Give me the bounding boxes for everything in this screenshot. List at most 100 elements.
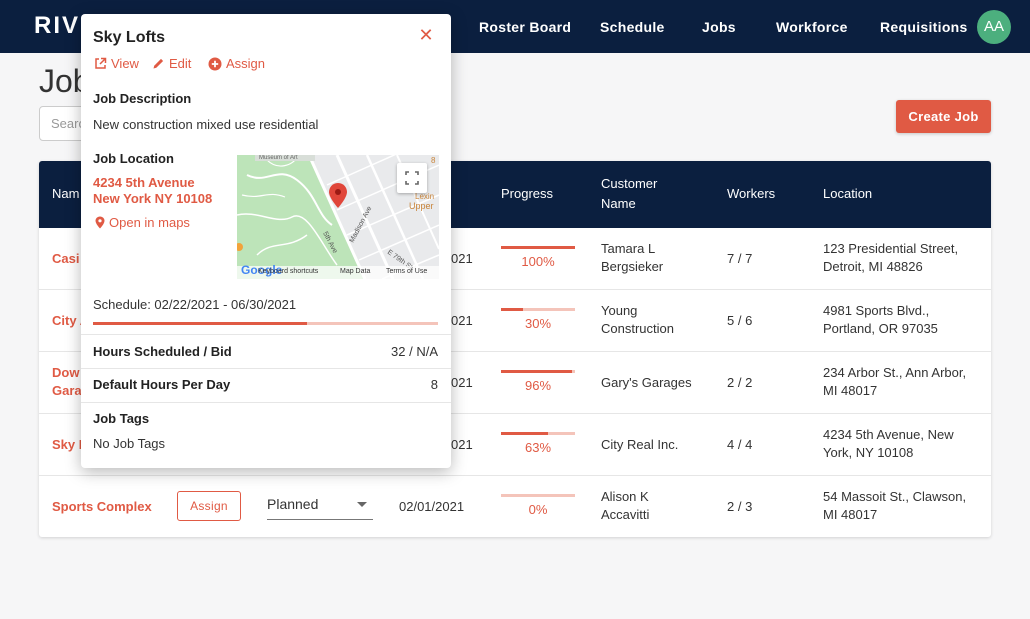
workers-count: 5 / 6 xyxy=(727,313,753,328)
schedule-range: Schedule: 02/22/2021 - 06/30/2021 xyxy=(93,297,297,312)
progress-fill xyxy=(501,432,548,435)
address-line1: 4234 5th Avenue xyxy=(93,175,195,190)
job-location: 4981 Sports Blvd., Portland, OR 97035 xyxy=(823,302,938,338)
terms-of-use-link[interactable]: Terms of Use xyxy=(386,268,428,275)
column-workers-header[interactable]: Workers xyxy=(727,186,776,201)
progress-percent: 96% xyxy=(524,378,552,393)
map-data-link[interactable]: Map Data xyxy=(340,268,371,275)
customer-name: Young Construction xyxy=(601,302,674,338)
hours-scheduled-label: Hours Scheduled / Bid xyxy=(93,344,232,359)
location-line1: 234 Arbor St., Ann Arbor, xyxy=(823,365,967,380)
workers-count: 4 / 4 xyxy=(727,437,753,452)
map-pin-icon xyxy=(95,216,105,229)
job-name-line2: Gara xyxy=(52,383,82,398)
progress-percent: 63% xyxy=(524,440,552,455)
divider xyxy=(81,402,451,403)
job-start-date: 02/01/2021 xyxy=(399,499,465,514)
nav-roster-board[interactable]: Roster Board xyxy=(479,19,572,35)
nav-schedule[interactable]: Schedule xyxy=(600,19,665,35)
keyboard-shortcuts-link[interactable]: Keyboard shortcuts xyxy=(258,268,319,275)
status-select-value: Planned xyxy=(267,496,319,512)
divider xyxy=(81,368,451,369)
job-description-heading: Job Description xyxy=(93,91,192,106)
job-description-text: New construction mixed use residential xyxy=(93,117,319,132)
customer-name: Alison K Accavitti xyxy=(601,488,649,524)
table-row[interactable]: City A 021 30% Young Construction 5 / 6 … xyxy=(39,290,991,352)
nav-jobs[interactable]: Jobs xyxy=(702,19,736,35)
workers-count: 2 / 3 xyxy=(727,499,753,514)
caret-down-icon xyxy=(357,502,367,507)
nav-requisitions[interactable]: Requisitions xyxy=(880,19,968,35)
customer-name-line1: Alison K xyxy=(601,489,649,504)
location-line2: Detroit, MI 48826 xyxy=(823,259,923,274)
column-progress-header[interactable]: Progress xyxy=(501,186,554,201)
job-name-link[interactable]: Dow Gara xyxy=(52,364,82,400)
job-name-line1: Dow xyxy=(52,365,80,380)
job-name-link[interactable]: Sports Complex xyxy=(52,499,152,514)
column-customer-header[interactable]: Customer Name xyxy=(601,174,657,214)
assign-link-label: Assign xyxy=(226,56,266,71)
brand-logo[interactable]: RIV xyxy=(34,12,81,39)
job-name-link[interactable]: Sky L xyxy=(52,437,87,452)
location-line1: 4981 Sports Blvd., xyxy=(823,303,930,318)
create-job-button[interactable]: Create Job xyxy=(896,100,991,133)
nav-workforce[interactable]: Workforce xyxy=(776,19,848,35)
location-line2: York, NY 10108 xyxy=(823,445,914,460)
fullscreen-icon[interactable] xyxy=(397,163,427,193)
progress-bar xyxy=(501,246,575,249)
customer-name: City Real Inc. xyxy=(601,437,679,452)
map-area-label: Upper xyxy=(409,201,434,211)
view-link[interactable]: View xyxy=(94,56,139,71)
table-row[interactable]: Sky L 021 63% City Real Inc. 4 / 4 4234 … xyxy=(39,414,991,476)
job-details-popover: Sky Lofts ✕ View Edit Assign Job Descrip… xyxy=(81,14,451,468)
workers-count: 2 / 2 xyxy=(727,375,753,390)
job-start-date: 021 xyxy=(451,375,473,390)
job-name-link[interactable]: City A xyxy=(52,313,90,328)
plus-circle-icon xyxy=(208,57,222,70)
divider xyxy=(81,334,451,335)
table-row[interactable]: Sports Complex Assign Planned 02/01/2021… xyxy=(39,476,991,537)
open-in-maps-link[interactable]: Open in maps xyxy=(95,215,190,230)
job-location: 123 Presidential Street, Detroit, MI 488… xyxy=(823,240,958,276)
job-start-date: 021 xyxy=(451,251,473,266)
customer-name-line1: Tamara L xyxy=(601,241,656,256)
map-area-label: Lexin xyxy=(415,192,434,201)
schedule-progress-bar xyxy=(93,322,438,325)
customer-name-line2: Construction xyxy=(601,321,674,336)
column-customer-header-line1: Customer xyxy=(601,176,658,191)
address-line2: New York NY 10108 xyxy=(93,191,213,206)
popover-title: Sky Lofts xyxy=(93,29,166,46)
user-avatar[interactable]: AA xyxy=(977,10,1011,44)
job-address[interactable]: 4234 5th Avenue New York NY 10108 xyxy=(93,175,212,207)
job-start-date: 021 xyxy=(451,313,473,328)
close-icon[interactable]: ✕ xyxy=(418,25,434,45)
edit-link[interactable]: Edit xyxy=(152,56,191,71)
hours-scheduled-value: 32 / N/A xyxy=(391,344,438,359)
workers-count: 7 / 7 xyxy=(727,251,753,266)
assign-button[interactable]: Assign xyxy=(177,491,241,521)
column-location-header[interactable]: Location xyxy=(823,186,873,201)
table-row[interactable]: Casi 021 100% Tamara L Bergsieker 7 / 7 … xyxy=(39,228,991,290)
customer-name: Tamara L Bergsieker xyxy=(601,240,663,276)
location-line1: 4234 5th Avenue, New xyxy=(823,427,954,442)
assign-link[interactable]: Assign xyxy=(208,56,265,71)
location-line1: 123 Presidential Street, xyxy=(823,241,959,256)
location-map[interactable]: 5th Ave Madison Ave E 79th St Upper Lexi… xyxy=(237,155,439,279)
progress-percent: 30% xyxy=(524,316,552,331)
location-line2: Portland, OR 97035 xyxy=(823,321,938,336)
job-name-link[interactable]: Casi xyxy=(52,251,80,266)
open-in-maps-label: Open in maps xyxy=(109,215,190,230)
default-hours-value: 8 xyxy=(430,377,438,392)
table-row[interactable]: Dow Gara 021 96% Gary's Garages 2 / 2 23… xyxy=(39,352,991,414)
job-location: 4234 5th Avenue, New York, NY 10108 xyxy=(823,426,954,462)
svg-text:8: 8 xyxy=(431,156,436,165)
column-name-header[interactable]: Nam xyxy=(52,186,80,201)
progress-fill xyxy=(501,246,575,249)
status-select[interactable]: Planned xyxy=(267,492,373,520)
default-hours-label: Default Hours Per Day xyxy=(93,377,231,392)
map-footer: Google Keyboard shortcuts Map Data Terms… xyxy=(237,263,439,279)
external-link-icon xyxy=(95,57,107,69)
progress-percent: 100% xyxy=(521,254,555,269)
progress-percent: 0% xyxy=(528,502,548,517)
customer-name-line2: Bergsieker xyxy=(601,259,664,274)
